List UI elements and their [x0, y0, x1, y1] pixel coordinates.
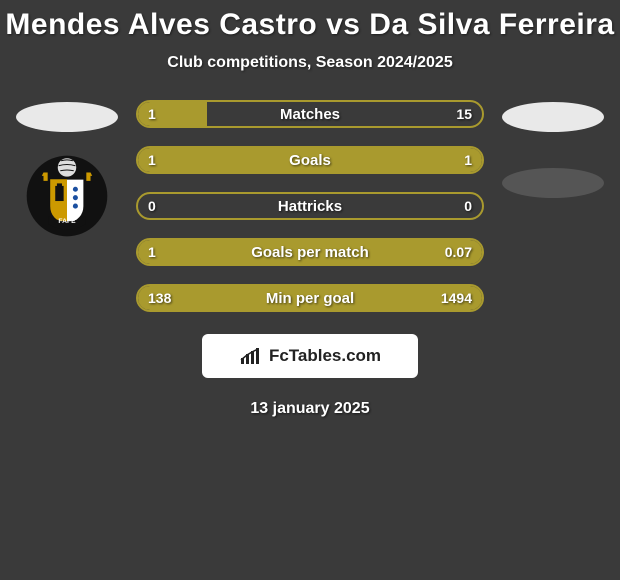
subtitle: Club competitions, Season 2024/2025	[0, 54, 620, 72]
stat-value-right: 0	[464, 198, 472, 214]
player-photo-placeholder-right	[502, 102, 604, 132]
date-line: 13 january 2025	[0, 400, 620, 418]
left-column: FAFE	[16, 100, 118, 238]
stat-label: Goals	[138, 152, 482, 169]
stat-bars: 1Matches151Goals10Hattricks01Goals per m…	[136, 100, 484, 312]
content-row: FAFE 1Matches151Goals10Hattricks01Goals …	[0, 100, 620, 312]
source-logo-text: FcTables.com	[269, 346, 381, 366]
right-column	[502, 100, 604, 198]
stat-label: Goals per match	[138, 244, 482, 261]
club-crest-placeholder-right	[502, 168, 604, 198]
stat-label: Matches	[138, 106, 482, 123]
stat-label: Hattricks	[138, 198, 482, 215]
stat-bar: 1Goals1	[136, 146, 484, 174]
comparison-card: Mendes Alves Castro vs Da Silva Ferreira…	[0, 0, 620, 418]
stat-label: Min per goal	[138, 290, 482, 307]
stat-value-right: 1	[464, 152, 472, 168]
source-logo[interactable]: FcTables.com	[202, 334, 418, 378]
club-crest-left: FAFE	[25, 154, 109, 238]
svg-text:FAFE: FAFE	[58, 218, 76, 225]
page-title: Mendes Alves Castro vs Da Silva Ferreira	[0, 8, 620, 42]
stat-value-right: 1494	[441, 290, 472, 306]
stat-bar: 0Hattricks0	[136, 192, 484, 220]
stat-bar: 1Matches15	[136, 100, 484, 128]
stat-value-right: 0.07	[445, 244, 472, 260]
stat-bar: 1Goals per match0.07	[136, 238, 484, 266]
player-photo-placeholder-left	[16, 102, 118, 132]
chart-icon	[239, 346, 263, 366]
stat-value-right: 15	[456, 106, 472, 122]
stat-bar: 138Min per goal1494	[136, 284, 484, 312]
